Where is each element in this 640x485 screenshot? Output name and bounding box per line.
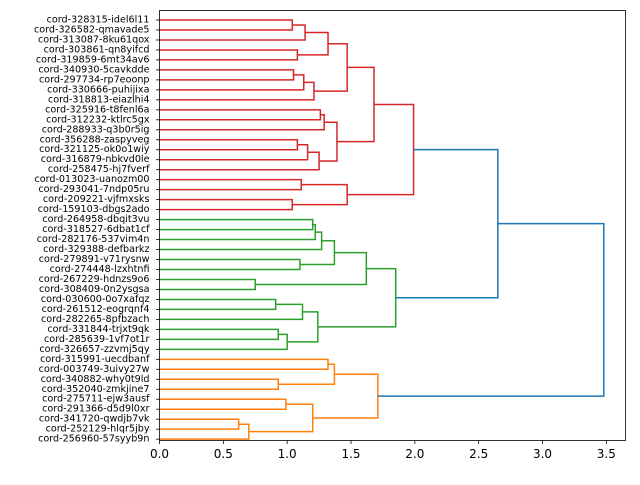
leaf-label: cord-325916-t8fenl6a — [45, 104, 149, 115]
dendrogram-link — [159, 303, 304, 321]
leaf-label: cord-312232-ktlrc5gx — [46, 114, 150, 125]
plot-frame — [159, 10, 626, 441]
dendrogram-link — [159, 398, 287, 410]
leaf-label: cord-209221-vjfmxsks — [43, 194, 150, 205]
leaf-label: cord-326582-qmavade5 — [34, 24, 150, 35]
dendrogram-link — [159, 333, 288, 351]
leaf-label: cord-316879-nbkvd0le — [41, 154, 150, 165]
dendrogram-link — [159, 151, 320, 171]
dendrogram-link — [336, 66, 375, 143]
leaf-label: cord-279891-v71rysnw — [39, 254, 150, 265]
leaf-label: cord-330666-puhijixa — [47, 84, 149, 95]
dendrogram-link — [159, 74, 305, 91]
x-tick-label: 1.5 — [341, 447, 360, 461]
leaf-label: cord-256960-57syyb9n — [38, 434, 149, 445]
dendrogram-link — [159, 298, 277, 311]
dendrogram-link — [159, 49, 299, 61]
dendrogram-link — [159, 328, 279, 341]
leaf-label: cord-340882-why0t9ld — [41, 374, 150, 385]
dendrogram-link — [159, 278, 257, 291]
dendrogram-link — [248, 403, 314, 433]
leaf-label: cord-288933-q3b0r5ig — [42, 124, 150, 135]
leaf-label: cord-275711-ejw3ausf — [42, 394, 150, 405]
dendrogram-link — [159, 19, 294, 31]
leaf-label: cord-267229-hdnzs9o6 — [39, 274, 150, 285]
leaf-label: cord-282176-537vim4n — [37, 234, 150, 245]
leaf-label: cord-003749-3uivy27w — [39, 364, 150, 375]
dendrogram-link — [159, 114, 325, 131]
leaf-label: cord-282265-8pfbzach — [41, 314, 150, 325]
dendrogram-link — [377, 222, 605, 397]
leaf-label: cord-321125-ok0o1wiy — [39, 144, 150, 155]
dendrogram-links — [159, 19, 605, 440]
leaf-labels: cord-328315-idel6l11cord-326582-qmavade5… — [34, 15, 160, 445]
dendrogram-link — [159, 24, 306, 41]
x-tick-label: 2.5 — [469, 447, 488, 461]
leaf-label: cord-261512-eogrqnf4 — [42, 304, 150, 315]
leaf-label: cord-274448-lzxhtnfi — [50, 264, 150, 275]
leaf-label: cord-318813-eiazlhi4 — [48, 94, 150, 105]
leaf-label: cord-315991-uecdbanf — [40, 354, 150, 365]
dendrogram-link — [159, 258, 301, 271]
leaf-label: cord-318527-6dbat1cf — [42, 224, 150, 235]
dendrogram-link — [347, 103, 415, 196]
leaf-label: cord-340930-5cavkdde — [38, 64, 149, 75]
leaf-label: cord-341720-qwdjb7vk — [39, 414, 150, 425]
leaf-label: cord-285639-1vf7ot1r — [44, 334, 150, 345]
dendrogram-link — [159, 418, 240, 430]
x-tick-label: 3.0 — [533, 447, 552, 461]
dendrogram-link — [159, 109, 322, 121]
leaf-label: cord-326657-zzvmj5qy — [39, 344, 150, 355]
leaf-label: cord-293041-7ndp05ru — [38, 184, 149, 195]
dendrogram-link — [159, 139, 299, 151]
dendrogram-link — [317, 267, 397, 328]
dendrogram-link — [159, 144, 309, 161]
dendrogram-link — [159, 218, 314, 231]
leaf-label: cord-264958-dbqit3vu — [42, 214, 149, 225]
dendrogram-link — [159, 378, 279, 391]
dendrogram-link — [159, 423, 250, 440]
leaf-label: cord-319859-6mt34av6 — [36, 54, 150, 65]
dendrogram-link — [159, 81, 315, 101]
dendrogram-link — [159, 69, 295, 81]
dendrogram-link — [299, 240, 336, 266]
leaf-label: cord-297734-rp7eoonp — [39, 74, 150, 85]
dendrogram-link — [319, 121, 338, 162]
leaf-label: cord-258475-hj7fverf — [48, 164, 150, 175]
dendrogram-link — [159, 198, 294, 211]
x-axis: 0.0 0.5 1.0 1.5 2.0 2.5 3.0 3.5 — [150, 440, 616, 461]
dendrogram-link — [159, 178, 302, 191]
dendrogram-link — [395, 148, 499, 299]
leaf-label: cord-356288-zaspyveg — [40, 134, 150, 145]
leaf-label: cord-328315-idel6l11 — [47, 15, 150, 26]
dendrogram-link — [159, 358, 329, 371]
leaf-label: cord-308409-0n2ysgsa — [39, 284, 150, 295]
dendrogram-link — [278, 363, 336, 386]
leaf-label: cord-159103-dbgs2ado — [38, 204, 150, 215]
leaf-label: cord-329388-defbarkz — [43, 244, 149, 255]
x-tick-label: 1.0 — [278, 447, 297, 461]
leaf-label: cord-331844-trjxt9qk — [47, 324, 150, 335]
dendrogram-link — [297, 31, 329, 56]
dendrogram-link — [255, 251, 368, 286]
x-tick-label: 0.5 — [214, 447, 233, 461]
leaf-label: cord-291366-d5d9l0xr — [42, 404, 149, 415]
x-tick-label: 0.0 — [150, 447, 169, 461]
x-tick-label: 2.0 — [405, 447, 424, 461]
leaf-label: cord-013023-uanozm00 — [34, 174, 149, 185]
dendrogram-link — [159, 231, 323, 251]
leaf-label: cord-252129-hlqr5jby — [46, 424, 150, 435]
leaf-label: cord-352040-zmkjine7 — [42, 384, 150, 395]
leaf-label: cord-313087-8ku61qox — [38, 34, 150, 45]
leaf-label: cord-030600-0o7xafqz — [41, 294, 150, 305]
dendrogram-link — [312, 373, 379, 419]
dendrogram-link — [313, 42, 348, 92]
dendrogram-link — [287, 311, 319, 343]
leaf-label: cord-303861-qn8yifcd — [44, 44, 150, 55]
dendrogram-link — [159, 223, 317, 241]
x-tick-label: 3.5 — [597, 447, 616, 461]
